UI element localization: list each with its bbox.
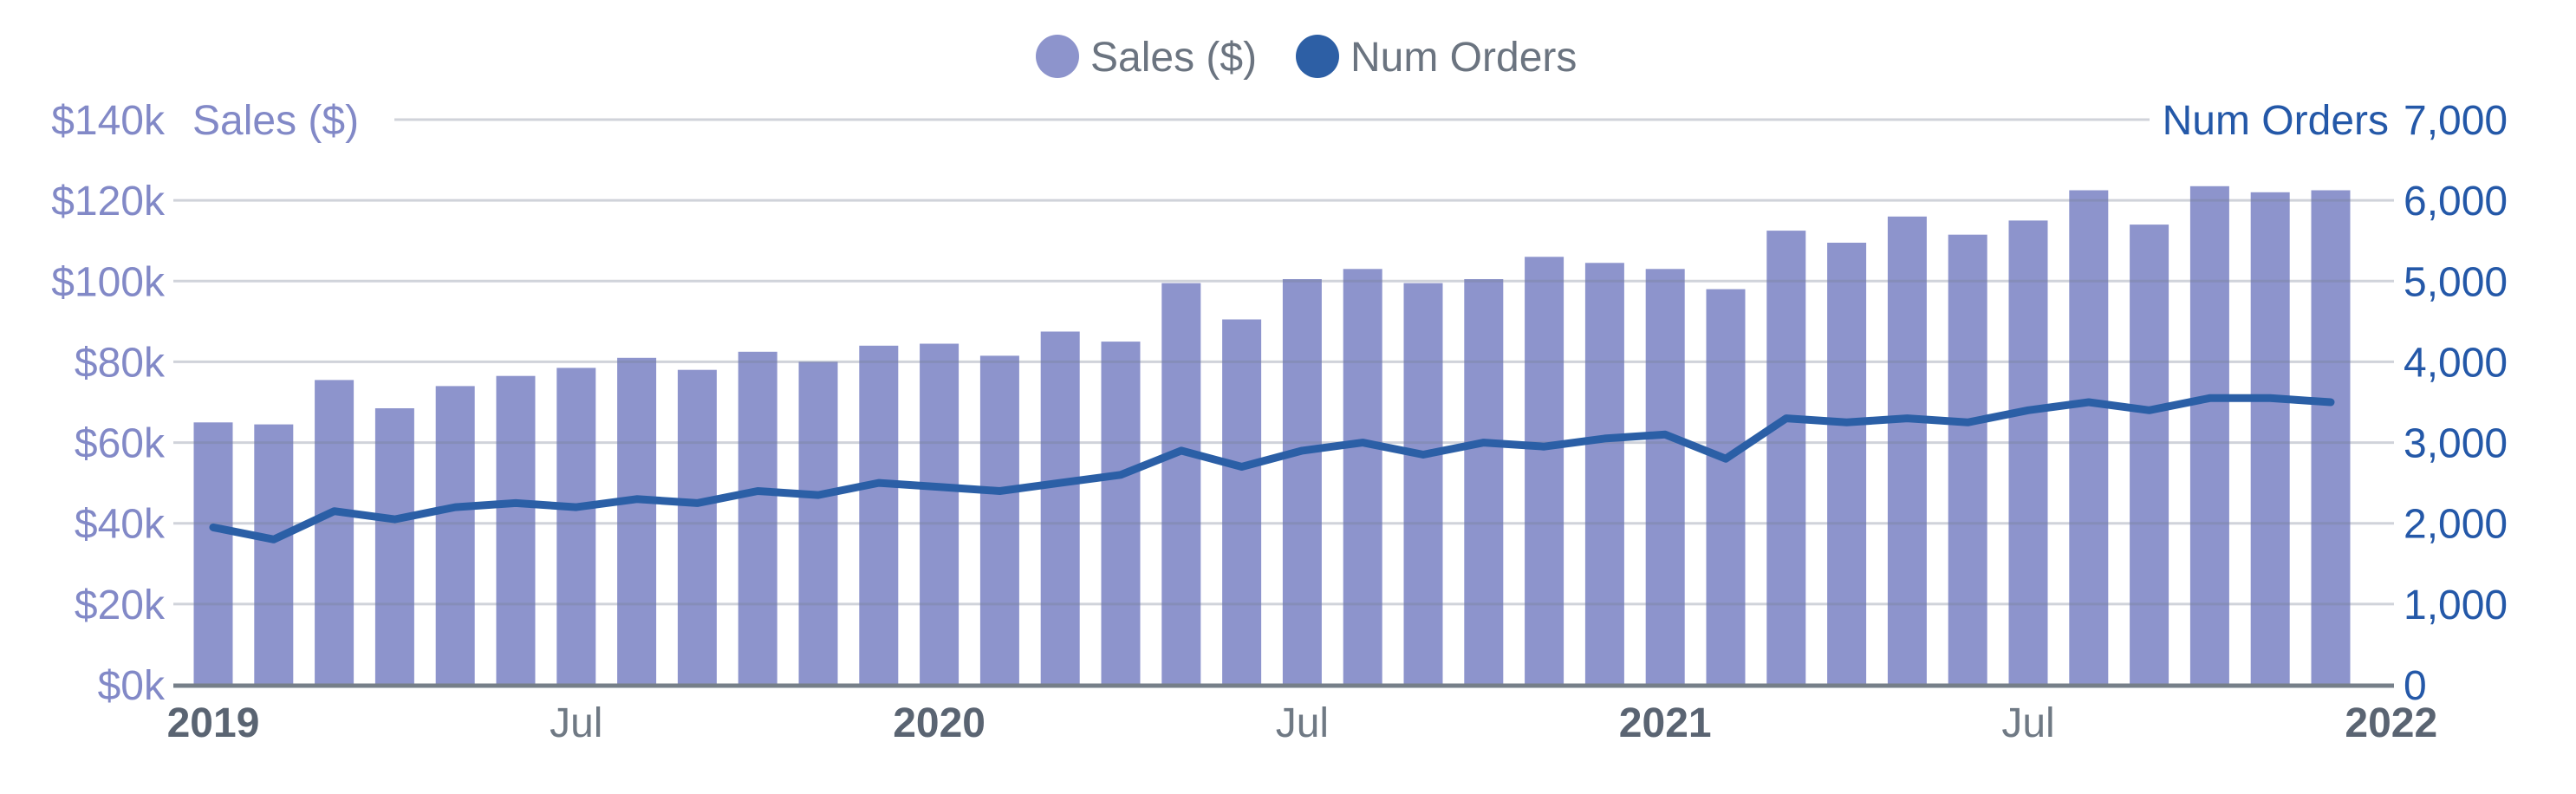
x-axis-month-label: Jul (1276, 700, 1329, 746)
bar-sales-jun-2020[interactable] (1222, 319, 1262, 686)
bar-sales-jul-2020[interactable] (1282, 279, 1322, 685)
legend-swatch-icon (1036, 35, 1079, 78)
bar-sales-feb-2019[interactable] (254, 424, 294, 685)
left-axis-tick: $120k (51, 179, 166, 225)
right-axis-tick: 0 (2404, 663, 2427, 709)
bar-sales-oct-2020[interactable] (1464, 279, 1504, 685)
bar-sales-jun-2019[interactable] (496, 375, 536, 685)
bar-sales-jan-2020[interactable] (920, 343, 959, 686)
right-axis-tick: 7,000 (2404, 98, 2508, 144)
bar-sales-nov-2019[interactable] (798, 361, 838, 685)
bar-sales-aug-2021[interactable] (2069, 190, 2109, 686)
bar-sales-oct-2019[interactable] (738, 351, 777, 685)
left-axis-tick: $140k (51, 98, 166, 144)
left-axis-tick: $40k (75, 502, 166, 548)
bar-sales-jan-2021[interactable] (1645, 269, 1685, 685)
x-axis-year-label: 2020 (893, 700, 986, 746)
bar-sales-may-2021[interactable] (1887, 216, 1927, 686)
right-axis-tick: 1,000 (2404, 582, 2508, 628)
right-axis-tick: 4,000 (2404, 340, 2508, 386)
bar-sales-nov-2021[interactable] (2250, 192, 2290, 686)
bar-sales-may-2020[interactable] (1161, 283, 1201, 685)
right-axis-tick: 6,000 (2404, 179, 2508, 225)
bar-sales-aug-2020[interactable] (1343, 269, 1382, 685)
bar-sales-jun-2021[interactable] (1948, 234, 1987, 685)
x-axis-year-label: 2019 (167, 700, 260, 746)
left-axis-tick: $60k (75, 421, 166, 467)
bar-sales-apr-2021[interactable] (1827, 243, 1867, 685)
bar-sales-jul-2021[interactable] (2008, 220, 2048, 685)
legend-swatch-icon (1296, 35, 1339, 78)
legend-item-sales[interactable]: Sales ($) (1036, 35, 1257, 81)
bar-sales-aug-2019[interactable] (617, 357, 657, 685)
bar-sales-nov-2020[interactable] (1525, 257, 1564, 685)
bar-sales-sep-2020[interactable] (1403, 283, 1443, 685)
bar-sales-jul-2019[interactable] (556, 368, 596, 685)
bar-sales-mar-2021[interactable] (1766, 231, 1806, 686)
bar-sales-feb-2021[interactable] (1706, 289, 1746, 685)
bar-sales-feb-2020[interactable] (979, 355, 1019, 685)
left-axis-tick: $80k (75, 340, 166, 386)
bar-sales-dec-2020[interactable] (1584, 263, 1624, 685)
legend-item-num-orders[interactable]: Num Orders (1296, 35, 1577, 81)
legend-label: Num Orders (1350, 35, 1577, 81)
right-axis-tick: 3,000 (2404, 421, 2508, 467)
bar-sales-oct-2021[interactable] (2189, 185, 2229, 686)
right-axis-tick: 5,000 (2404, 259, 2508, 305)
num-orders-line[interactable] (209, 394, 2335, 543)
bar-sales-sep-2021[interactable] (2130, 225, 2169, 686)
legend-label: Sales ($) (1090, 35, 1257, 81)
bar-sales-mar-2020[interactable] (1040, 331, 1080, 686)
bar-sales-apr-2019[interactable] (374, 408, 414, 685)
left-axis-tick: $100k (51, 259, 166, 305)
bar-sales-dec-2019[interactable] (859, 345, 899, 685)
left-axis-tick: $20k (75, 582, 166, 628)
bar-sales-jan-2019[interactable] (193, 422, 233, 685)
x-axis-year-label: 2022 (2345, 700, 2437, 746)
bar-sales-apr-2020[interactable] (1101, 342, 1141, 685)
x-axis-month-label: Jul (550, 700, 602, 746)
bar-sales-dec-2021[interactable] (2311, 190, 2351, 686)
right-axis-title: Num Orders (2163, 98, 2389, 144)
x-axis-month-label: Jul (2001, 700, 2054, 746)
bar-sales-may-2019[interactable] (435, 386, 475, 685)
right-axis-tick: 2,000 (2404, 502, 2508, 548)
left-axis-title: Sales ($) (192, 98, 359, 144)
bar-sales-mar-2019[interactable] (315, 380, 355, 685)
left-axis-tick: $0k (98, 663, 166, 709)
x-axis-year-label: 2021 (1619, 700, 1712, 746)
bar-sales-sep-2019[interactable] (677, 369, 717, 685)
